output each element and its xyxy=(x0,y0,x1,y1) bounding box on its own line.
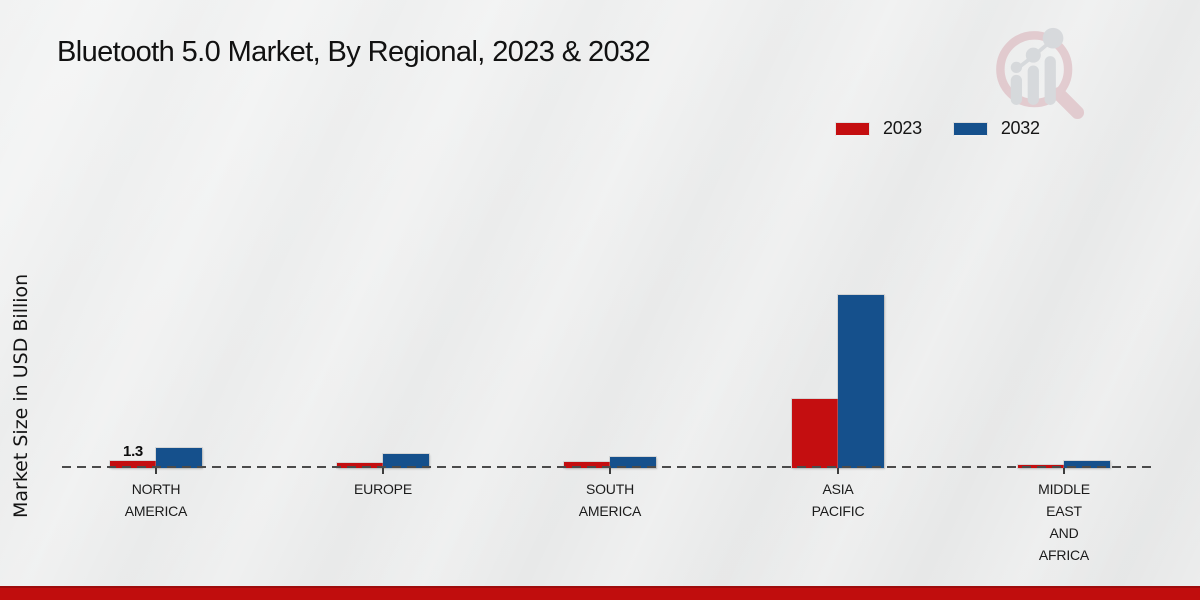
category-label-middle-east-and-africa: MIDDLE EAST AND AFRICA xyxy=(994,478,1134,566)
logo-node-large xyxy=(1042,27,1064,49)
category-label-south-america: SOUTH AMERICA xyxy=(540,478,680,522)
category-label-line: EUROPE xyxy=(354,481,412,497)
category-label-line: NORTH xyxy=(131,481,181,497)
category-label-europe: EUROPE xyxy=(313,478,453,500)
category-label-line: SOUTH xyxy=(585,481,634,497)
category-label-line: ASIA xyxy=(822,481,854,497)
x-axis-tick-europe xyxy=(382,468,384,474)
bar-2023-asia-pacific xyxy=(792,398,838,468)
category-label-line: MIDDLE xyxy=(1038,481,1090,497)
bar-2023-europe xyxy=(337,462,383,468)
footer-red-bar xyxy=(0,586,1200,600)
bar-2032-south-america xyxy=(610,457,656,468)
category-label-line: EAST xyxy=(1046,503,1082,519)
legend-label: 2032 xyxy=(1000,118,1040,138)
x-axis-tick-north-america xyxy=(155,468,157,474)
bar-2032-north-america xyxy=(156,447,202,468)
logo-bar-tall xyxy=(1044,56,1056,105)
legend-label: 2023 xyxy=(883,118,922,138)
legend: 2023 2032 xyxy=(836,118,1040,139)
legend-item-2032: 2032 xyxy=(953,118,1040,139)
bar-2023-north-america xyxy=(110,460,156,468)
category-label-asia-pacific: ASIA PACIFIC xyxy=(768,478,908,522)
bar-2023-south-america xyxy=(564,462,610,468)
legend-swatch-2032 xyxy=(953,122,987,135)
logo-node-medium xyxy=(1025,47,1041,63)
category-label-line: PACIFIC xyxy=(811,503,865,519)
bar-2032-middle-east-and-africa xyxy=(1064,461,1110,468)
category-label-line: AFRICA xyxy=(1038,547,1090,563)
category-label-north-america: NORTH AMERICA xyxy=(86,478,226,522)
x-axis-baseline xyxy=(62,466,1157,468)
logo-bar-medium xyxy=(1027,65,1039,105)
category-label-line: AMERICA xyxy=(124,503,188,519)
magnifier-handle xyxy=(1052,87,1085,120)
x-axis-tick-middle-east-and-africa xyxy=(1063,468,1065,474)
logo-node-small xyxy=(1010,61,1023,73)
chart-title: Bluetooth 5.0 Market, By Regional, 2023 … xyxy=(57,36,651,68)
x-axis-tick-south-america xyxy=(609,468,611,474)
x-axis-tick-asia-pacific xyxy=(837,468,839,474)
bar-2032-europe xyxy=(383,454,429,468)
logo-bar-small xyxy=(1010,74,1023,105)
bar-2032-asia-pacific xyxy=(838,294,884,468)
legend-swatch-2023 xyxy=(836,122,869,135)
category-label-line: AMERICA xyxy=(578,503,642,519)
brand-watermark-magnifier-chart-logo xyxy=(996,27,1085,120)
legend-item-2023: 2023 xyxy=(836,118,922,139)
category-label-line: AND xyxy=(1049,525,1079,541)
value-label-2023: 1.3 xyxy=(123,442,143,460)
